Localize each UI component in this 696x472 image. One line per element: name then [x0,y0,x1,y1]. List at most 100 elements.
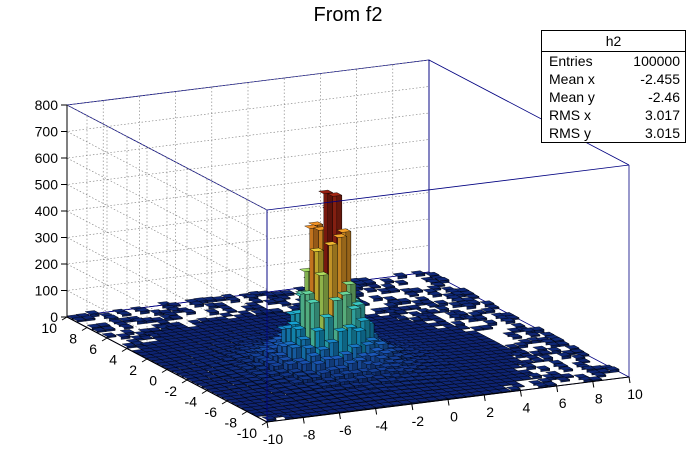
z-tick-label: 600 [35,150,59,166]
y-tick-label: 8 [69,331,77,347]
histogram-bin [204,308,220,316]
stats-label: Mean y [549,89,595,105]
histogram-bin [279,290,295,297]
histogram-bin [379,278,395,285]
histogram-bin [262,298,278,306]
z-tick-label: 0 [50,309,58,325]
stats-label: RMS x [549,107,591,123]
histogram-bin [115,333,131,340]
histogram-bin [526,372,543,380]
histogram-bin [396,297,412,305]
histogram-bin [480,307,496,314]
histogram-bin [537,350,553,356]
histogram-bin [538,354,554,362]
x-tick-label: 10 [627,386,643,402]
histogram-bin [189,301,205,308]
x-tick-label: 2 [486,404,494,420]
histogram-bin [426,285,442,292]
histogram-bin [507,333,523,340]
histogram-bin [222,307,238,314]
histogram-bin [211,296,227,302]
histogram-bin [393,279,409,286]
histogram-bin [434,276,450,284]
stats-value: 3.015 [644,125,680,141]
histogram-bin [138,335,154,341]
x-tick-label: 6 [559,395,567,411]
stats-value: -2.46 [648,89,680,105]
box-edge [428,59,630,166]
histogram-bin [554,340,570,347]
histogram-bin [472,315,488,322]
histogram-bin [484,304,500,311]
histogram-bin [529,326,545,334]
histogram-bin [559,373,575,379]
stats-label: RMS y [549,125,591,141]
histogram-bin [517,338,533,345]
histogram-bin [595,368,611,375]
histogram-bin [167,314,184,321]
histogram-bin [71,316,87,323]
x-tick-label: 8 [595,391,603,407]
histogram-bin [461,302,477,310]
stats-row: RMS x 3.017 [542,106,685,124]
histogram-bin [202,296,218,303]
histogram-bin [513,341,529,349]
histogram-bin [433,299,449,307]
histogram-bin [268,307,284,315]
histogram-bin [230,394,246,401]
z-gridline [66,86,430,237]
x-tick-label: -2 [412,413,425,429]
chart-title: From f2 [313,4,383,26]
histogram-bin [424,396,440,402]
stats-row: Entries 100000 [542,52,685,70]
box-edge [266,164,630,211]
histogram-bin [407,316,424,323]
histogram-bin [84,310,100,318]
y-tick-label: 4 [109,352,117,368]
z-gridline [66,192,430,343]
z-gridline [66,112,430,264]
stats-value: -2.455 [640,71,680,87]
y-tick-label: -10 [237,425,257,441]
stats-row: Mean y -2.46 [542,88,685,106]
histogram-bin [604,366,620,374]
histogram-bin [118,323,134,330]
histogram-bin [248,298,264,304]
z-gridline [66,245,430,396]
histogram-bin [385,287,401,294]
z-tick-label: 400 [35,203,59,219]
z-gridline [66,165,430,317]
y-tick-label: -6 [205,404,218,420]
z-tick-label: 500 [35,177,59,193]
x-tick-label: -8 [303,427,316,443]
x-tick-label: 0 [450,409,458,425]
histogram-bin [455,325,471,330]
x-tick-label: -6 [339,422,352,438]
stats-box: h2 Entries 100000 Mean x -2.455 Mean y -… [541,30,686,143]
z-tick-label: 200 [35,256,59,272]
histogram-bin [427,291,443,298]
histogram-bin [517,375,534,381]
histogram-bin [546,347,562,355]
histogram-bin [146,327,162,333]
histogram-bin [100,325,116,332]
histogram-bin [392,309,409,315]
histogram-bin [404,291,420,298]
z-tick-label: 700 [35,124,59,140]
stats-title: h2 [542,31,685,52]
y-tick-label: 2 [129,362,137,378]
histogram-bin [535,365,551,372]
histogram-bin [410,270,426,278]
histogram-bin [558,366,574,373]
histogram-bin [166,306,183,314]
histogram-bin [500,317,516,325]
histogram-bin [392,272,408,280]
tick-labels: -10 -8 -6 -4 -2 0 2 4 6 8 10-10-8-6-4-202468100100… [35,97,643,447]
histogram-bin [80,315,96,322]
y-tick-label: 0 [149,373,157,389]
stats-label: Entries [549,53,593,69]
stats-value: 3.017 [644,107,680,123]
y-tick-label: -4 [185,394,198,410]
y-tick-label: 10 [41,320,57,336]
